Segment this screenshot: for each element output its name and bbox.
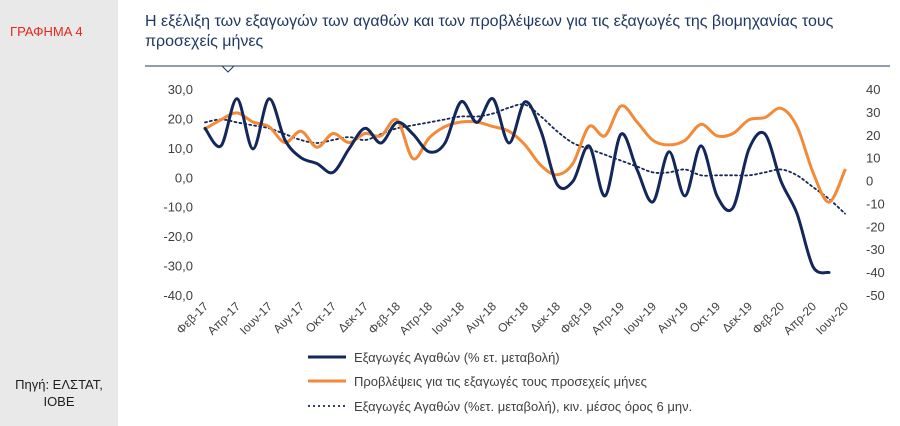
y-left-tick-label: 20,0 [168, 111, 193, 126]
x-tick-label: Φεβ-19 [558, 299, 596, 337]
chart-title: Η εξέλιξη των εξαγωγών των αγαθών και τω… [145, 13, 834, 50]
legend-label: Προβλέψεις για τις εξαγωγές τους προσεχε… [354, 374, 647, 389]
y-right-tick-label: -20 [866, 219, 885, 234]
x-tick-label: Δεκ-19 [719, 299, 755, 335]
y-axis-left: 30,0 20,0 10,0 0,0 -10,0 -20,0 -30,0 -40,0 [163, 82, 193, 303]
y-left-tick-label: -20,0 [163, 229, 193, 244]
x-tick-label: Ιουν-19 [621, 299, 659, 337]
legend-label: Εξαγωγές Αγαθών (% ετ. μεταβολή) [354, 350, 560, 365]
x-tick-label: Απρ-17 [205, 299, 244, 338]
x-tick-label: Αυγ-17 [270, 299, 307, 336]
y-right-tick-label: 0 [866, 174, 873, 189]
x-tick-label: Οκτ-19 [687, 299, 724, 336]
series-forecast-line [203, 104, 847, 204]
source-label: Πηγή: ΕΛΣΤΑΤ, ΙΟΒΕ [15, 377, 103, 409]
y-right-tick-label: 20 [866, 128, 880, 143]
y-right-tick-label: -10 [866, 196, 885, 211]
x-tick-label: Οκτ-17 [303, 299, 340, 336]
x-axis: Φεβ-17Απρ-17Ιουν-17Αυγ-17Οκτ-17Δεκ-17Φεβ… [174, 299, 852, 338]
x-tick-label: Απρ-20 [781, 299, 820, 338]
x-tick-label: Δεκ-17 [335, 299, 371, 335]
y-left-tick-label: -40,0 [163, 288, 193, 303]
title-rule-notch [221, 65, 235, 73]
x-tick-label: Αυγ-19 [654, 299, 691, 336]
y-right-tick-label: 30 [866, 105, 880, 120]
y-left-tick-label: -30,0 [163, 259, 193, 274]
legend: Εξαγωγές Αγαθών (% ετ. μεταβολή) Προβλέψε… [308, 350, 692, 414]
y-right-tick-label: -50 [866, 288, 885, 303]
y-left-tick-label: 30,0 [168, 82, 193, 97]
y-right-tick-label: 10 [866, 151, 880, 166]
x-tick-label: Ιουν-17 [237, 299, 275, 337]
y-right-tick-label: -30 [866, 242, 885, 257]
y-axis-right: 40 30 20 10 0 -10 -20 -30 -40 -50 [866, 82, 885, 303]
y-left-tick-label: -10,0 [163, 200, 193, 215]
y-left-tick-label: 10,0 [168, 141, 193, 156]
x-tick-label: Οκτ-18 [495, 299, 532, 336]
series-exports-line [203, 97, 831, 275]
x-tick-label: Φεβ-20 [750, 299, 788, 337]
x-tick-label: Απρ-19 [589, 299, 628, 338]
y-right-tick-label: -40 [866, 265, 885, 280]
x-tick-label: Ιουν-20 [813, 299, 851, 337]
x-tick-label: Φεβ-17 [174, 299, 212, 337]
x-tick-label: Φεβ-18 [366, 299, 404, 337]
series-group [203, 97, 847, 275]
x-tick-label: Απρ-18 [397, 299, 436, 338]
figure-label: ΓΡΑΦΗΜΑ 4 [10, 24, 83, 39]
y-right-tick-label: 40 [866, 82, 880, 97]
y-left-tick-label: 0,0 [175, 170, 193, 185]
x-tick-label: Ιουν-18 [429, 299, 467, 337]
legend-label: Εξαγωγές Αγαθών (%ετ. μεταβολή), κιν. μέ… [354, 399, 692, 414]
sidebar-panel: ΓΡΑΦΗΜΑ 4 Πηγή: ΕΛΣΤΑΤ, ΙΟΒΕ [0, 0, 118, 426]
x-tick-label: Αυγ-18 [462, 299, 499, 336]
x-tick-label: Δεκ-18 [527, 299, 563, 335]
